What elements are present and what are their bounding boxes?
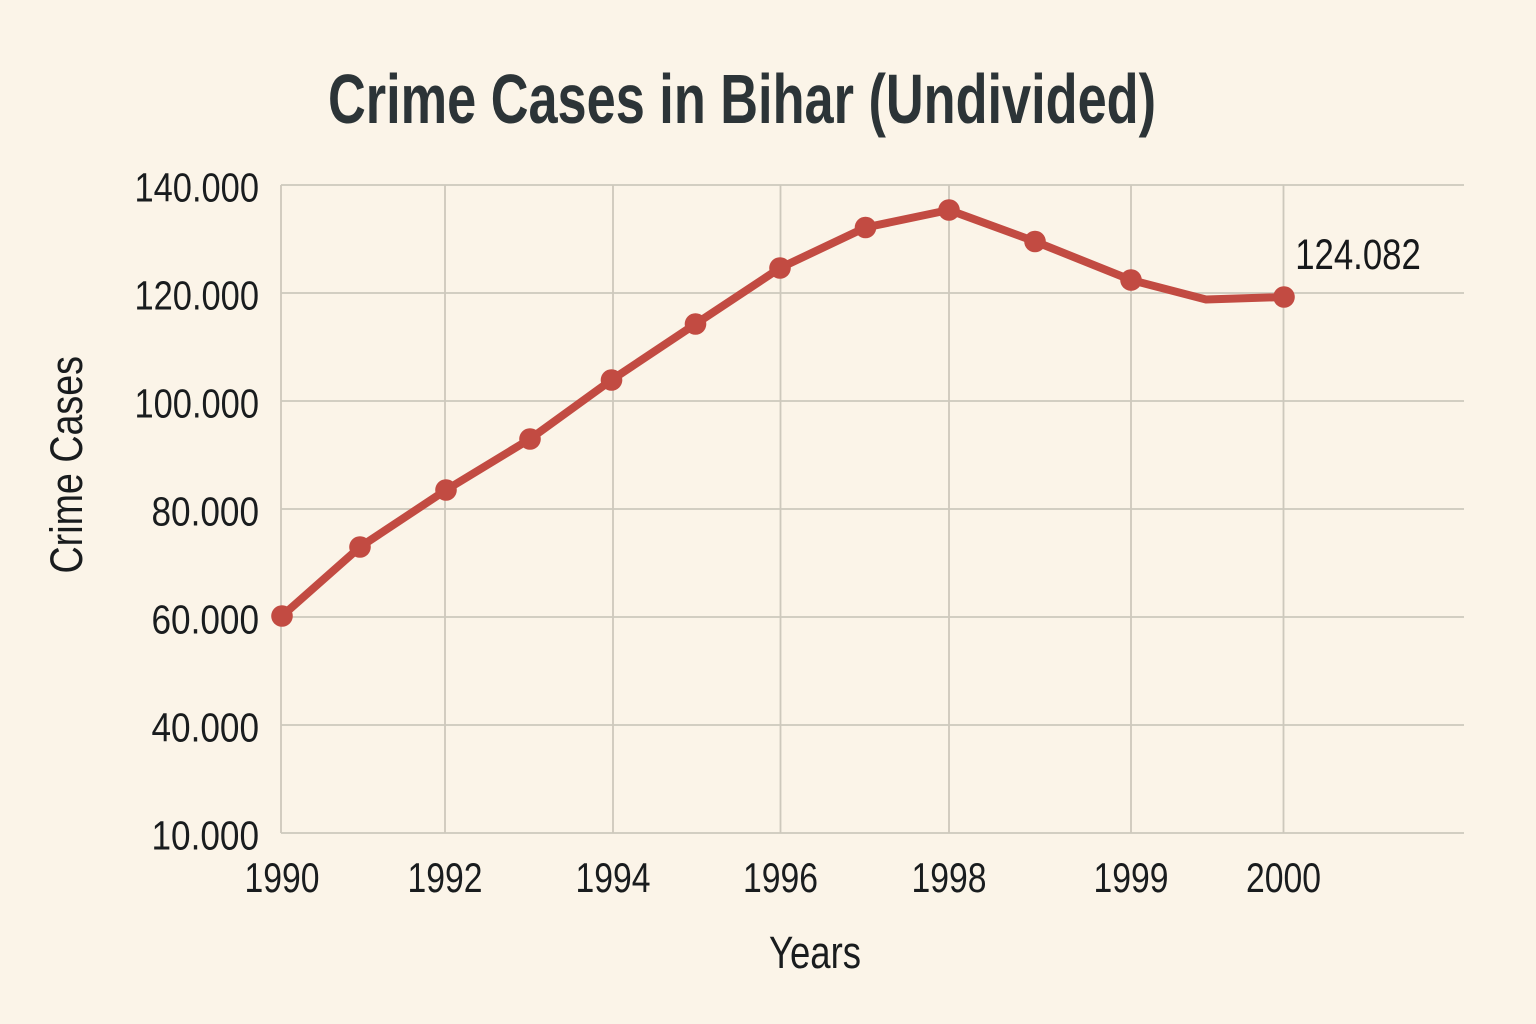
svg-text:120.000: 120.000 [135, 273, 260, 319]
svg-text:2000: 2000 [1246, 854, 1321, 901]
svg-text:80.000: 80.000 [152, 489, 260, 535]
svg-text:1992: 1992 [408, 854, 483, 901]
svg-text:60.000: 60.000 [152, 597, 260, 643]
svg-text:1994: 1994 [576, 854, 651, 901]
svg-text:40.000: 40.000 [152, 705, 260, 751]
svg-text:1999: 1999 [1094, 854, 1169, 901]
svg-text:1998: 1998 [912, 854, 987, 901]
svg-text:100.000: 100.000 [135, 381, 260, 427]
svg-text:140.000: 140.000 [135, 165, 260, 211]
svg-text:Years: Years [769, 927, 861, 978]
svg-text:1996: 1996 [743, 854, 818, 901]
svg-text:124.082: 124.082 [1295, 231, 1421, 279]
svg-text:Crime Cases in Bihar (Undivide: Crime Cases in Bihar (Undivided) [328, 60, 1156, 138]
svg-text:Crime Cases: Crime Cases [41, 356, 92, 574]
svg-text:1990: 1990 [245, 854, 320, 901]
svg-text:10.000: 10.000 [152, 813, 260, 859]
